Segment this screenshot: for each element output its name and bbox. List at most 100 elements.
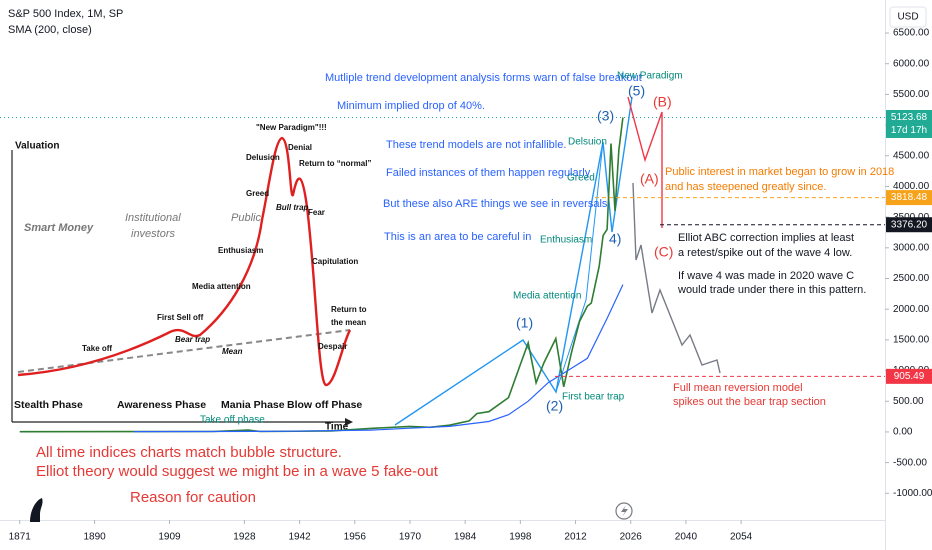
annotation: Enthusiasm [540,235,592,246]
annotation: and has steepened greatly since. [665,181,826,193]
inset-label: Denial [288,143,312,152]
y-tick-label: 6500.00 [893,28,930,39]
price-tag [886,217,932,233]
x-tick-label: 1970 [399,532,422,543]
y-tick-label: 500.00 [893,396,924,407]
inset-phase: Stealth Phase [14,399,83,411]
sma-line [133,284,624,433]
annotation: New Paradigm [617,71,683,82]
event-bolt [621,505,628,517]
inset-label: Smart Money [24,222,94,234]
y-tick-label: 2500.00 [893,273,930,284]
inset-background [0,128,365,433]
logo [30,498,43,522]
symbol-title: S&P 500 Index, 1M, SP [8,8,123,20]
y-tick-label: 5500.00 [893,89,930,100]
inset-label: Return to “normal” [299,159,371,168]
annotation: First bear trap [562,392,625,403]
y-tick-label: 6000.00 [893,58,930,69]
icons [30,498,633,522]
x-tick-label: 1890 [83,532,106,543]
currency-box[interactable] [889,6,927,28]
inset-label: Valuation [15,141,59,152]
mean-line [17,329,351,373]
inset-label: Delusion [246,153,280,162]
price-tag [886,109,932,138]
annotation: Delsuion [568,137,607,148]
annotation: (A) [640,171,659,187]
annotation: (5) [628,83,645,99]
header: S&P 500 Index, 1M, SP SMA (200, close) U… [8,6,927,36]
annotation: Full mean reversion model [673,382,803,394]
price-tag [886,190,932,206]
annotation: (B) [653,94,672,110]
inset-label: Fear [308,208,325,217]
abc-line [627,96,663,228]
inset-arrow [345,418,353,426]
y-tick-label: 2000.00 [893,304,930,315]
inset-label: the mean [331,318,366,327]
inset-label: Capitulation [312,257,358,266]
inset-label: "New Paradigm"!!! [256,123,327,132]
price-tag-label: 3818.48 [891,192,928,203]
x-tick-label: 1998 [509,532,532,543]
inset-label: Bull trap [276,203,309,212]
y-tick-label: 4000.00 [893,181,930,192]
indicator-title: SMA (200, close) [8,24,92,36]
x-tick-label: 1871 [9,532,32,543]
inset-label: Return to [331,305,367,314]
y-tick-label: -500.00 [893,457,927,468]
annotation: would trade under there in this pattern. [677,284,866,296]
annotation: (1) [516,315,533,331]
y-tick-label: -1000.00 [893,488,932,499]
x-tick-label: 2040 [675,532,698,543]
annotation: spikes out the bear trap section [673,396,826,408]
y-tick-label: 3000.00 [893,242,930,253]
x-tick-label: 2012 [564,532,587,543]
inset-phase: Blow off Phase [287,399,362,411]
inset-label: Public [231,212,261,224]
annotation: Take off phase [200,415,265,426]
annotation: a retest/spike out of the wave 4 low. [678,247,852,259]
annotation: Public interest in market began to grow … [665,166,894,178]
bubble-diagram: Valuation Time Smart Money Institutional inv… [0,123,371,433]
currency[interactable]: USD [897,12,918,23]
x-tick-label: 1984 [454,532,477,543]
price-tag-countdown: 17d 17h [891,125,927,136]
inset-label: Time [325,422,349,433]
y-tick-label: 0.00 [893,427,913,438]
annotation: Elliot theory would suggest we might be … [36,463,439,480]
annotation: All time indices charts match bubble str… [36,444,342,461]
annotation: These trend models are not infallible. [386,139,566,151]
annotation: Elliot ABC correction implies at least [678,232,854,244]
y-tick-label: 4500.00 [893,150,930,161]
x-tick-label: 1942 [288,532,311,543]
x-tick-label: 1909 [158,532,181,543]
inset-phase: Awareness Phase [117,399,206,411]
x-tick-label: 2054 [730,532,753,543]
inset-label: investors [131,228,176,240]
inset-label: Media attention [192,282,251,291]
inset-label: Greed [246,189,269,198]
annotation: (3) [597,108,614,124]
channel-line [555,141,604,393]
annotation: Mutliple trend development analysis form… [325,72,642,84]
annotation: Reason for caution [130,489,256,506]
projection-line [632,182,721,374]
y-tick-label: 1500.00 [893,335,930,346]
annotation: But these also ARE things we see in reve… [383,198,608,210]
annotation: 4) [609,231,621,247]
annotation: Greed [567,173,595,184]
inset-label: Take off [82,344,112,353]
inset-label: Enthusiasm [218,246,263,255]
price-tag-label: 3376.20 [891,219,928,230]
event-icon [615,502,633,520]
annotation: If wave 4 was made in 2020 wave C [678,270,854,282]
inset-label: Mean [222,347,243,356]
inset-label: First Sell off [157,313,204,322]
inset-label: Despair [318,342,347,351]
x-tick-label: 2026 [620,532,643,543]
annotation: (C) [654,244,673,260]
